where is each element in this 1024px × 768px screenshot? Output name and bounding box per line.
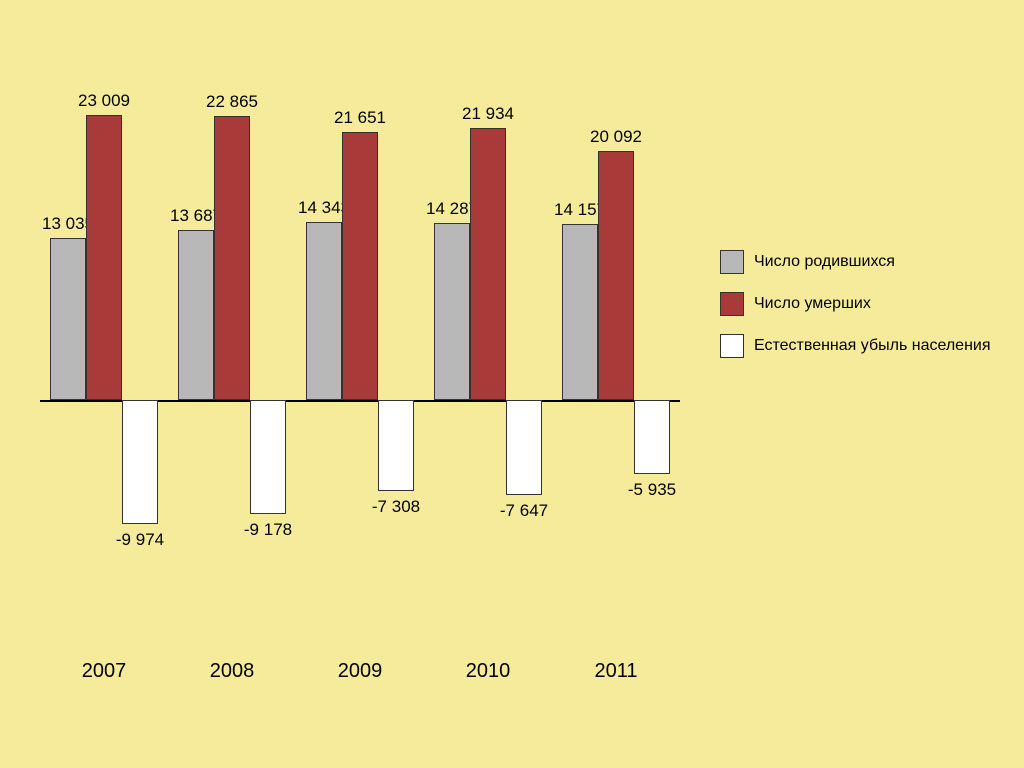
bar-label-natural_decline: -9 974 (116, 530, 164, 550)
bar-deaths (470, 128, 506, 400)
bar-births (434, 223, 470, 400)
legend-label: Естественная убыль населения (754, 337, 991, 355)
plot-area: 13 03523 009-9 974200713 68722 865-9 178… (40, 20, 680, 700)
category-label: 2011 (594, 660, 637, 683)
legend: Число родившихся Число умерших Естественна… (720, 250, 991, 376)
bar-label-deaths: 21 934 (462, 104, 514, 124)
bar-births (562, 224, 598, 400)
legend-item-natural_decline: Естественная убыль населения (720, 334, 991, 358)
legend-swatch (720, 250, 744, 274)
bar-label-deaths: 23 009 (78, 91, 130, 111)
bar-label-natural_decline: -5 935 (628, 480, 676, 500)
legend-label: Число родившихся (754, 253, 895, 271)
bar-label-deaths: 21 651 (334, 108, 386, 128)
bar-label-deaths: 20 092 (590, 127, 642, 147)
bar-natural_decline (378, 400, 414, 491)
bar-births (306, 222, 342, 400)
bar-deaths (86, 115, 122, 400)
bar-label-natural_decline: -7 647 (500, 501, 548, 521)
bar-natural_decline (506, 400, 542, 495)
bar-label-natural_decline: -7 308 (372, 497, 420, 517)
legend-swatch (720, 334, 744, 358)
bar-natural_decline (250, 400, 286, 514)
bar-births (178, 230, 214, 400)
bar-natural_decline (122, 400, 158, 524)
bar-deaths (598, 151, 634, 400)
demographics-chart: 13 03523 009-9 974200713 68722 865-9 178… (0, 0, 1024, 768)
bar-deaths (342, 132, 378, 400)
bar-label-natural_decline: -9 178 (244, 520, 292, 540)
legend-swatch (720, 292, 744, 316)
bar-deaths (214, 116, 250, 400)
bar-label-deaths: 22 865 (206, 92, 258, 112)
legend-item-deaths: Число умерших (720, 292, 991, 316)
category-label: 2009 (338, 660, 383, 683)
category-label: 2010 (466, 660, 511, 683)
category-label: 2008 (210, 660, 255, 683)
legend-label: Число умерших (754, 295, 871, 313)
bar-natural_decline (634, 400, 670, 474)
bar-births (50, 238, 86, 400)
legend-item-births: Число родившихся (720, 250, 991, 274)
category-label: 2007 (82, 660, 127, 683)
